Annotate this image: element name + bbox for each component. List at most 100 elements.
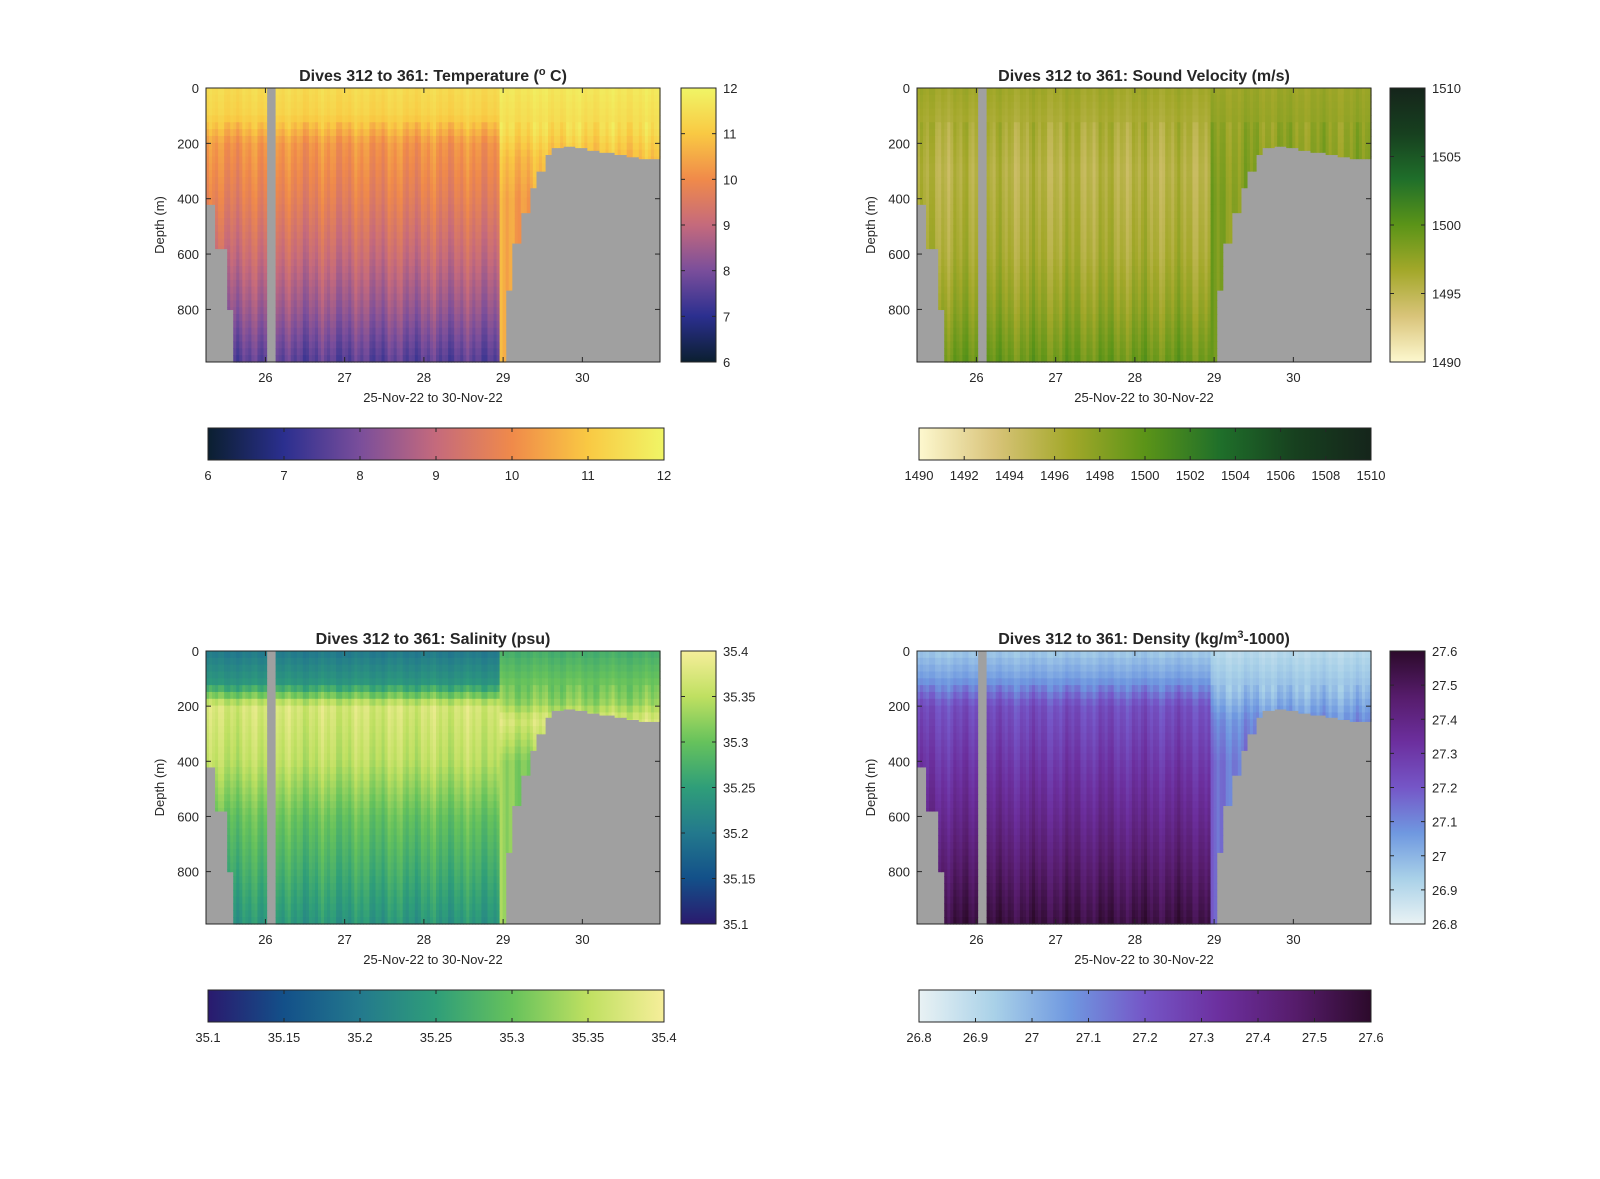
heatmap-cell [466, 142, 470, 151]
heatmap-cell [221, 211, 225, 219]
heatmap-cell [429, 190, 434, 199]
heatmap-cell [481, 272, 486, 281]
heatmap-cell [411, 149, 416, 158]
heatmap-cell [366, 341, 371, 349]
heatmap-cell [496, 101, 501, 110]
heatmap-cell [336, 170, 340, 178]
heatmap-cell [293, 245, 298, 253]
heatmap-cell [463, 334, 467, 343]
heatmap-cell [224, 190, 228, 199]
heatmap-cell [532, 156, 537, 164]
heatmap-cell [321, 211, 325, 219]
heatmap-cell [502, 218, 507, 226]
heatmap-cell [384, 300, 389, 308]
heatmap-cell [330, 211, 334, 219]
heatmap-cell [490, 245, 495, 253]
heatmap-cell [366, 300, 371, 308]
heatmap-cell [402, 266, 407, 274]
heatmap-cell [251, 129, 256, 137]
heatmap-cell [357, 266, 361, 274]
heatmap-cell [378, 142, 383, 151]
heatmap-cell [478, 327, 483, 336]
heatmap-cell [218, 225, 222, 233]
heatmap-cell [475, 341, 479, 349]
heatmap-cell [393, 170, 398, 178]
heatmap-cell [511, 101, 516, 110]
heatmap-cell [587, 142, 591, 151]
heatmap-cell [602, 129, 607, 137]
heatmap-cell [263, 170, 268, 178]
heatmap-cell [393, 259, 398, 267]
heatmap-cell [457, 101, 461, 110]
heatmap-cell [360, 334, 364, 343]
heatmap-cell [363, 115, 368, 123]
heatmap-cell [251, 177, 256, 185]
heatmap-cell [387, 231, 392, 240]
heatmap-cell [336, 156, 340, 164]
heatmap-cell [496, 341, 501, 349]
heatmap-cell [278, 245, 283, 253]
heatmap-cell [520, 190, 525, 199]
heatmap-cell [517, 142, 522, 151]
heatmap-cell [387, 108, 392, 116]
heatmap-cell [420, 272, 425, 281]
heatmap-cell [426, 314, 431, 322]
heatmap-cell [487, 334, 492, 343]
heatmap-cell [411, 266, 416, 274]
heatmap-cell [563, 94, 567, 103]
heatmap-cell [284, 266, 289, 274]
heatmap-cell [381, 272, 386, 281]
heatmap-cell [420, 252, 425, 260]
heatmap-cell [324, 266, 328, 274]
heatmap-cell [354, 197, 358, 206]
heatmap-cell [221, 135, 225, 144]
heatmap-cell [399, 142, 404, 151]
heatmap-cell [339, 355, 343, 363]
heatmap-cell [366, 279, 371, 288]
heatmap-cell [317, 314, 322, 322]
heatmap-cell [393, 272, 398, 281]
heatmap-cell [544, 129, 549, 137]
heatmap-cell [426, 177, 431, 185]
heatmap-cell [414, 300, 419, 308]
heatmap-cell [284, 300, 289, 308]
heatmap-cell [405, 115, 410, 123]
heatmap-cell [308, 115, 313, 123]
heatmap-cell [284, 218, 289, 226]
heatmap-cell [472, 272, 476, 281]
heatmap-cell [423, 170, 428, 178]
heatmap-cell [230, 259, 234, 267]
heatmap-cell [330, 286, 334, 295]
heatmap-cell [287, 129, 292, 137]
heatmap-cell [448, 293, 452, 301]
x-tick-label: 28 [417, 370, 431, 385]
heatmap-cell [460, 211, 464, 219]
heatmap-cell [502, 177, 507, 185]
heatmap-cell [420, 279, 425, 288]
heatmap-cell [293, 225, 298, 233]
heatmap-cell [245, 327, 249, 336]
heatmap-cell [254, 115, 259, 123]
heatmap-cell [278, 101, 283, 110]
heatmap-cell [390, 286, 395, 295]
heatmap-cell [257, 177, 262, 185]
heatmap-cell [305, 334, 310, 343]
heatmap-cell [538, 163, 543, 171]
heatmap-cell [508, 94, 513, 103]
heatmap-cell [336, 334, 340, 343]
heatmap-cell [439, 286, 443, 295]
heatmap-cell [369, 108, 374, 116]
heatmap-cell [439, 190, 443, 199]
heatmap-cell [354, 170, 358, 178]
heatmap-cell [532, 115, 537, 123]
heatmap-cell [384, 259, 389, 267]
heatmap-cell [357, 231, 361, 240]
heatmap-cell [245, 183, 249, 192]
heatmap-cell [212, 135, 216, 144]
heatmap-cell [293, 341, 298, 349]
heatmap-cell [478, 314, 483, 322]
heatmap-cell [372, 156, 377, 164]
heatmap-cell [369, 190, 374, 199]
heatmap-cell [426, 101, 431, 110]
heatmap-cell [290, 231, 295, 240]
